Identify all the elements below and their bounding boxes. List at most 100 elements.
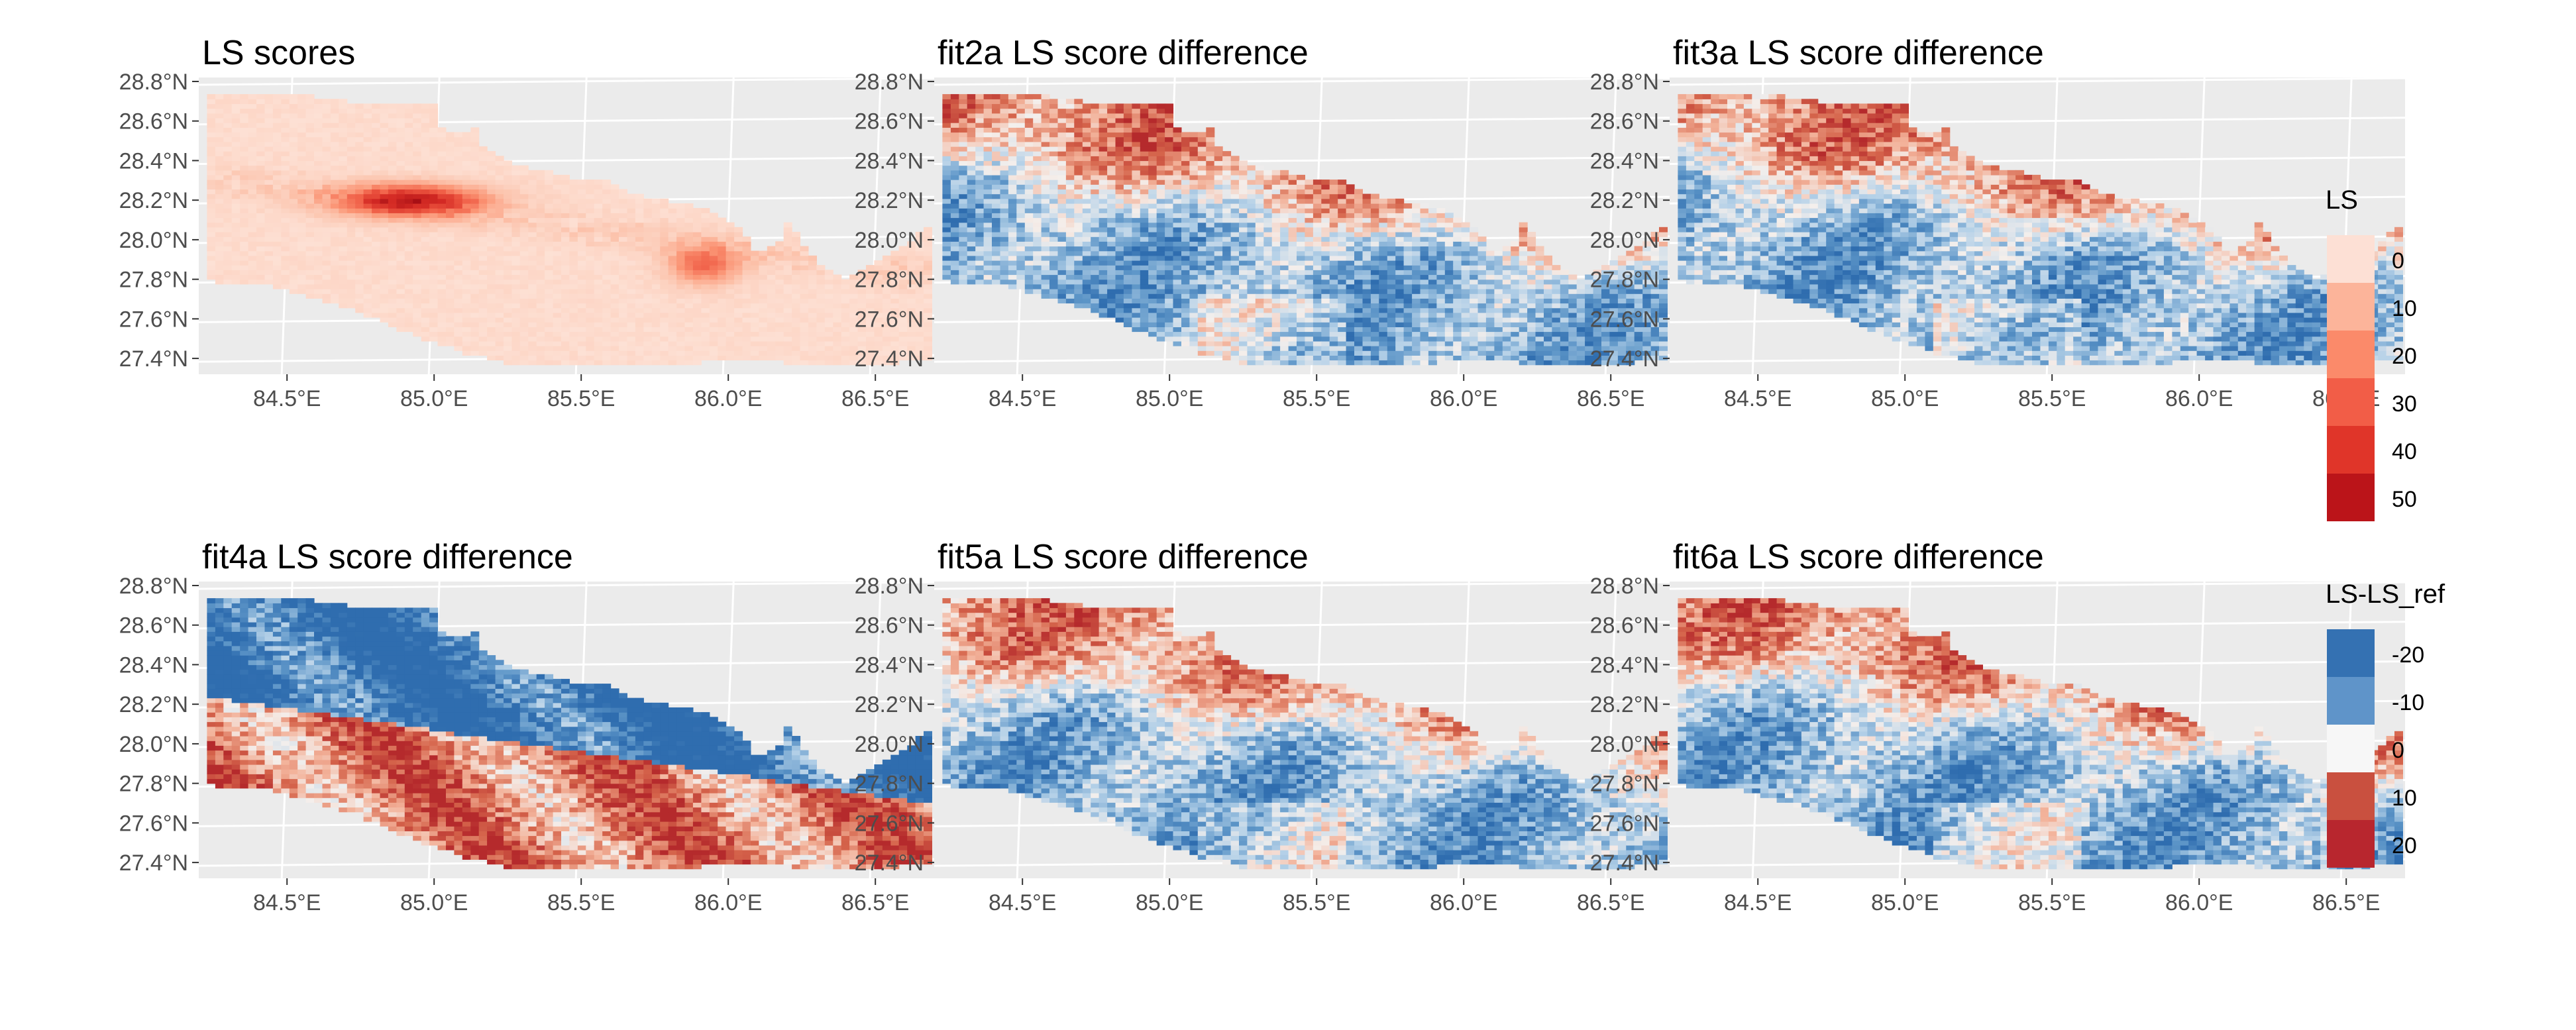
raster-cell xyxy=(528,265,537,270)
raster-cell xyxy=(874,274,883,280)
raster-cell xyxy=(882,340,891,346)
raster-cell xyxy=(942,103,951,109)
raster-cell xyxy=(487,208,496,213)
raster-cell xyxy=(421,227,430,232)
raster-cell xyxy=(1197,189,1207,195)
raster-cell xyxy=(330,99,339,105)
raster-cell xyxy=(1049,160,1058,166)
raster-cell xyxy=(586,208,595,213)
raster-cell xyxy=(1057,146,1067,152)
raster-cell xyxy=(1239,180,1248,185)
raster-cell xyxy=(1000,113,1009,119)
raster-cell xyxy=(388,180,397,185)
raster-cell xyxy=(1016,156,1026,162)
raster-cell xyxy=(833,274,842,280)
raster-cell xyxy=(215,232,224,237)
raster-cell xyxy=(240,189,249,195)
raster-cell xyxy=(610,189,619,195)
raster-cell xyxy=(504,208,512,213)
raster-cell xyxy=(742,250,751,256)
raster-cell xyxy=(1206,279,1215,285)
raster-cell xyxy=(569,279,578,285)
raster-cell xyxy=(454,289,463,294)
raster-cell xyxy=(396,217,405,223)
raster-cell xyxy=(363,113,372,119)
raster-cell xyxy=(1214,146,1223,152)
raster-cell xyxy=(668,213,677,219)
raster-cell xyxy=(223,113,233,119)
raster-cell xyxy=(429,198,439,204)
raster-cell xyxy=(824,270,833,276)
raster-cell xyxy=(866,327,875,333)
raster-cell xyxy=(1148,141,1157,147)
raster-cell xyxy=(1057,274,1067,280)
raster-cell xyxy=(1074,156,1083,162)
raster-cell xyxy=(967,180,976,185)
raster-cell xyxy=(339,189,348,195)
raster-cell xyxy=(967,265,976,270)
raster-cell xyxy=(857,360,867,366)
raster-cell xyxy=(684,213,694,219)
raster-cell xyxy=(635,208,644,213)
raster-cell xyxy=(553,317,562,323)
raster-cell xyxy=(577,246,586,252)
raster-cell xyxy=(1230,270,1240,276)
raster-cell xyxy=(561,174,570,180)
raster-cell xyxy=(619,260,627,266)
raster-cell xyxy=(347,136,356,142)
raster-cell xyxy=(1222,289,1232,294)
raster-cell xyxy=(1024,108,1034,114)
raster-cell xyxy=(322,174,331,180)
raster-cell xyxy=(959,260,968,266)
raster-cell xyxy=(1255,279,1264,285)
raster-cell xyxy=(1074,293,1083,299)
raster-cell xyxy=(660,274,669,280)
raster-cell xyxy=(816,270,826,276)
raster-cell xyxy=(967,208,976,213)
raster-cell xyxy=(709,270,718,276)
raster-cell xyxy=(437,293,447,299)
raster-cell xyxy=(767,289,776,294)
raster-cell xyxy=(462,336,471,342)
raster-cell xyxy=(1057,103,1067,109)
raster-cell xyxy=(709,298,718,304)
raster-cell xyxy=(651,198,661,204)
raster-cell xyxy=(725,236,735,242)
raster-cell xyxy=(446,198,455,204)
raster-cell xyxy=(297,132,307,138)
raster-cell xyxy=(339,227,348,232)
raster-cell xyxy=(643,241,653,247)
raster-cell xyxy=(1148,283,1157,289)
raster-cell xyxy=(363,274,372,280)
raster-cell xyxy=(511,217,521,223)
raster-cell xyxy=(1008,189,1017,195)
raster-cell xyxy=(701,350,710,356)
raster-cell xyxy=(882,279,891,285)
raster-cell xyxy=(643,340,653,346)
raster-cell xyxy=(388,283,397,289)
raster-cell xyxy=(561,293,570,299)
raster-cell xyxy=(561,317,570,323)
raster-cell xyxy=(504,165,512,171)
raster-cell xyxy=(487,317,496,323)
raster-cell xyxy=(1173,322,1182,327)
raster-cell xyxy=(643,336,653,342)
raster-cell xyxy=(1214,174,1223,180)
raster-cell xyxy=(322,151,331,156)
raster-cell xyxy=(1222,189,1232,195)
raster-cell xyxy=(305,260,315,266)
raster-cell xyxy=(1181,283,1190,289)
raster-cell xyxy=(388,298,397,304)
raster-cell xyxy=(297,151,307,156)
raster-cell xyxy=(240,246,249,252)
raster-cell xyxy=(495,355,504,361)
raster-cell xyxy=(1222,346,1232,351)
raster-cell xyxy=(950,270,959,276)
raster-cell xyxy=(207,108,216,114)
raster-cell xyxy=(676,265,686,270)
raster-cell xyxy=(619,303,627,309)
raster-cell xyxy=(594,260,603,266)
x-tick-label: 85.5°E xyxy=(547,386,615,411)
raster-cell xyxy=(1206,270,1215,276)
raster-cell xyxy=(1230,312,1240,318)
